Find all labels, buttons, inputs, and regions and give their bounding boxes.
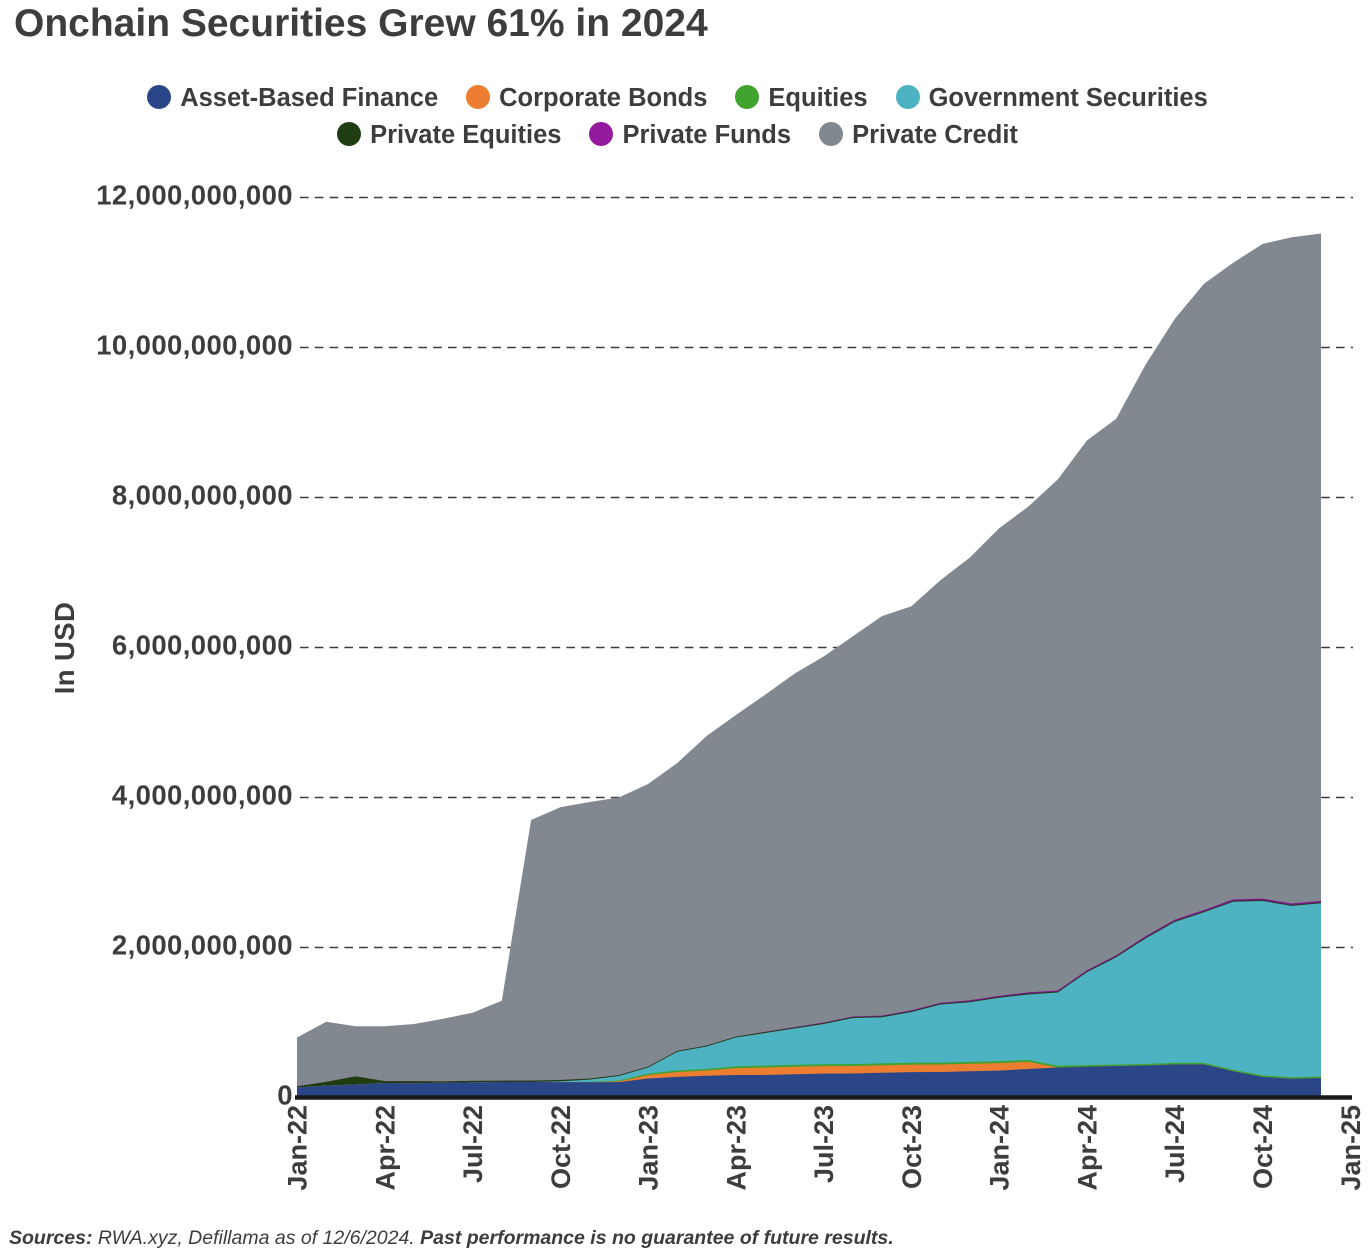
svg-text:Jul-24: Jul-24 xyxy=(1160,1105,1190,1183)
svg-text:Apr-24: Apr-24 xyxy=(1072,1105,1102,1191)
svg-text:Oct-23: Oct-23 xyxy=(897,1105,927,1189)
svg-text:4,000,000,000: 4,000,000,000 xyxy=(112,780,293,811)
svg-text:Jan-25: Jan-25 xyxy=(1336,1105,1366,1191)
svg-text:In USD: In USD xyxy=(49,602,80,695)
svg-text:8,000,000,000: 8,000,000,000 xyxy=(112,480,293,511)
svg-text:Apr-23: Apr-23 xyxy=(721,1105,751,1191)
svg-text:6,000,000,000: 6,000,000,000 xyxy=(112,630,293,661)
svg-text:10,000,000,000: 10,000,000,000 xyxy=(96,330,293,361)
svg-text:Oct-22: Oct-22 xyxy=(546,1105,576,1189)
svg-text:Jul-22: Jul-22 xyxy=(458,1105,488,1183)
svg-text:Jan-22: Jan-22 xyxy=(283,1105,313,1191)
svg-text:Jan-23: Jan-23 xyxy=(634,1105,664,1191)
svg-text:Oct-24: Oct-24 xyxy=(1248,1105,1278,1189)
svg-text:Jan-24: Jan-24 xyxy=(985,1105,1015,1191)
svg-text:Apr-22: Apr-22 xyxy=(370,1105,400,1191)
svg-text:2,000,000,000: 2,000,000,000 xyxy=(112,930,293,961)
svg-text:Jul-23: Jul-23 xyxy=(809,1105,839,1183)
svg-text:12,000,000,000: 12,000,000,000 xyxy=(96,180,293,211)
svg-text:0: 0 xyxy=(277,1080,293,1111)
